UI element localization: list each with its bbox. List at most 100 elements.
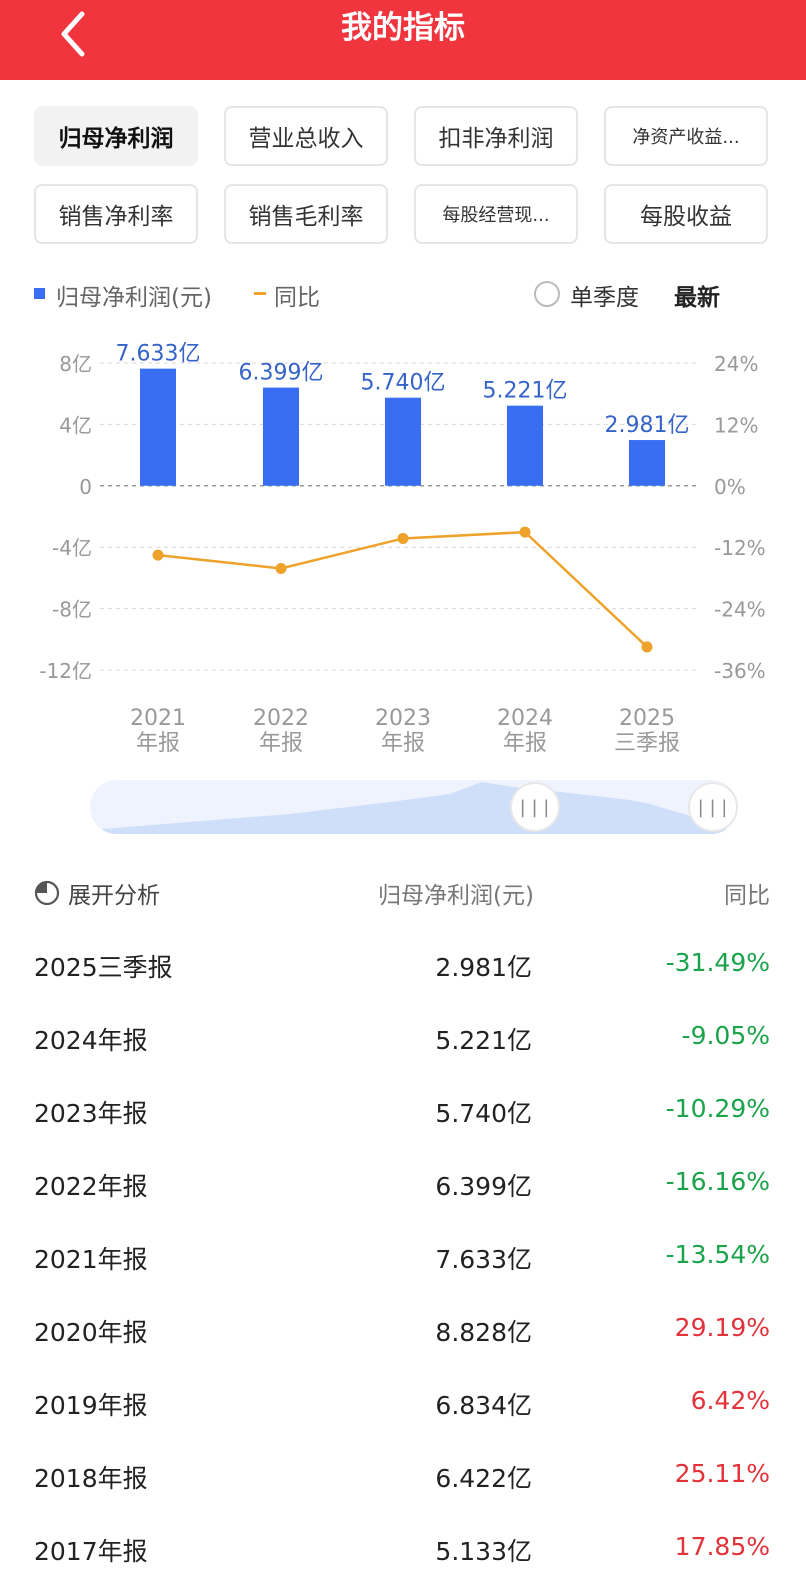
row-yoy: -16.16% — [665, 1167, 770, 1196]
table-row[interactable]: 2019年报 6.834亿 6.42% — [34, 1366, 770, 1438]
bar — [507, 405, 543, 486]
row-period: 2021年报 — [34, 1245, 148, 1274]
single-quarter-label[interactable]: 单季度 — [570, 285, 639, 311]
row-yoy: 25.11% — [674, 1459, 770, 1488]
row-yoy: -9.05% — [681, 1021, 770, 1050]
table-row[interactable]: 2021年报 7.633亿 -13.54% — [34, 1220, 770, 1292]
row-value: 6.834亿 — [435, 1391, 532, 1420]
bar-data-label: 2.981亿 — [605, 413, 690, 438]
right-axis-tick-label: 24% — [714, 352, 758, 376]
row-period: 2023年报 — [34, 1099, 148, 1128]
tab-net-margin[interactable]: 销售净利率 — [34, 184, 198, 244]
row-period: 2025三季报 — [34, 953, 173, 982]
row-yoy: -13.54% — [665, 1240, 770, 1269]
tab-gross-margin[interactable]: 销售毛利率 — [224, 184, 388, 244]
range-slider-track[interactable] — [90, 780, 738, 834]
row-period: 2018年报 — [34, 1464, 148, 1493]
tab-roe[interactable]: 净资产收益... — [604, 106, 768, 166]
x-axis-year-label: 2023 — [375, 706, 431, 731]
row-yoy: 6.42% — [690, 1386, 770, 1415]
bar-data-label: 7.633亿 — [116, 342, 201, 367]
bar — [263, 387, 299, 486]
yoy-point — [641, 641, 653, 653]
x-axis-year-label: 2021 — [130, 706, 186, 731]
row-value: 7.633亿 — [435, 1245, 532, 1274]
row-yoy: -31.49% — [665, 948, 770, 977]
profit-chart: 8亿 4亿 0 -4亿 -8亿 -12亿 24% 12% 0% -12% -24% -36% 7.633… — [39, 342, 766, 756]
tab-eps[interactable]: 每股收益 — [604, 184, 768, 244]
left-axis-tick-label: -8亿 — [52, 598, 92, 622]
table-row[interactable]: 2024年报 5.221亿 -9.05% — [34, 1001, 770, 1073]
yoy-point — [152, 549, 164, 561]
pie-chart-icon[interactable] — [34, 880, 60, 906]
row-value: 8.828亿 — [435, 1318, 532, 1347]
bar — [140, 368, 176, 486]
x-axis-period-label: 年报 — [503, 731, 547, 756]
x-axis-period-label: 年报 — [381, 731, 425, 756]
page-title: 我的指标 — [341, 10, 465, 46]
x-axis-period-label: 年报 — [136, 731, 180, 756]
tab-net-profit[interactable]: 归母净利润 — [34, 106, 198, 166]
range-slider-left-handle[interactable]: ||| — [510, 782, 560, 832]
line-legend-swatch — [254, 292, 266, 295]
grip-icon: ||| — [695, 796, 731, 818]
grip-icon: ||| — [517, 796, 553, 818]
row-yoy: -10.29% — [665, 1094, 770, 1123]
table-row[interactable]: 2020年报 8.828亿 29.19% — [34, 1293, 770, 1365]
row-value: 6.422亿 — [435, 1464, 532, 1493]
right-axis-tick-label: -24% — [714, 598, 766, 622]
x-axis-year-label: 2022 — [253, 706, 309, 731]
row-period: 2022年报 — [34, 1172, 148, 1201]
left-axis-tick-label: 8亿 — [59, 352, 92, 376]
row-value: 5.221亿 — [435, 1026, 532, 1055]
left-axis-tick-label: 0 — [79, 475, 92, 499]
expand-analysis-link[interactable]: 展开分析 — [68, 883, 160, 909]
back-arrow-icon[interactable] — [52, 6, 96, 62]
yoy-point — [519, 526, 531, 538]
single-quarter-radio[interactable] — [534, 281, 560, 307]
table-row[interactable]: 2025三季报 2.981亿 -31.49% — [34, 928, 770, 1000]
table-row[interactable]: 2022年报 6.399亿 -16.16% — [34, 1147, 770, 1219]
row-value: 5.740亿 — [435, 1099, 532, 1128]
tab-deducted-net-profit[interactable]: 扣非净利润 — [414, 106, 578, 166]
right-axis-tick-label: -12% — [714, 536, 766, 560]
table-row[interactable]: 2018年报 6.422亿 25.11% — [34, 1439, 770, 1511]
row-yoy: 29.19% — [674, 1313, 770, 1342]
yoy-point — [397, 532, 409, 544]
range-slider-preview-area — [90, 782, 738, 834]
yoy-point — [275, 562, 287, 574]
yoy-column-header: 同比 — [724, 883, 770, 909]
bar-data-label: 5.740亿 — [361, 371, 446, 396]
header-bar: 我的指标 — [0, 0, 806, 80]
table-header: 展开分析 归母净利润(元) 同比 — [34, 870, 770, 914]
x-axis-year-label: 2025 — [619, 706, 675, 731]
latest-toggle[interactable]: 最新 — [674, 285, 720, 311]
chart-legend: 归母净利润(元) 同比 单季度 最新 — [34, 276, 774, 311]
value-column-header: 归母净利润(元) — [378, 883, 534, 909]
tab-operating-cashflow-per-share[interactable]: 每股经营现... — [414, 184, 578, 244]
left-axis-tick-label: -12亿 — [39, 659, 92, 683]
table-row[interactable]: 2017年报 5.133亿 17.85% — [34, 1512, 770, 1576]
row-value: 6.399亿 — [435, 1172, 532, 1201]
bar — [385, 397, 421, 486]
bar — [629, 440, 665, 486]
table-row[interactable]: 2023年报 5.740亿 -10.29% — [34, 1074, 770, 1146]
left-axis-tick-label: -4亿 — [52, 536, 92, 560]
bar-legend-swatch — [34, 288, 45, 299]
row-period: 2020年报 — [34, 1318, 148, 1347]
tab-total-revenue[interactable]: 营业总收入 — [224, 106, 388, 166]
row-value: 5.133亿 — [435, 1537, 532, 1566]
right-axis-tick-label: 0% — [714, 475, 746, 499]
row-period: 2019年报 — [34, 1391, 148, 1420]
right-axis-tick-label: 12% — [714, 413, 758, 437]
x-axis-year-label: 2024 — [497, 706, 553, 731]
line-legend-label: 同比 — [274, 285, 320, 311]
bar-data-label: 5.221亿 — [483, 379, 568, 404]
yoy-line — [157, 530, 648, 648]
row-value: 2.981亿 — [435, 953, 532, 982]
right-axis-tick-label: -36% — [714, 659, 766, 683]
row-yoy: 17.85% — [674, 1532, 770, 1561]
x-axis-period-label: 年报 — [259, 731, 303, 756]
row-period: 2024年报 — [34, 1026, 148, 1055]
range-slider-right-handle[interactable]: ||| — [688, 782, 738, 832]
